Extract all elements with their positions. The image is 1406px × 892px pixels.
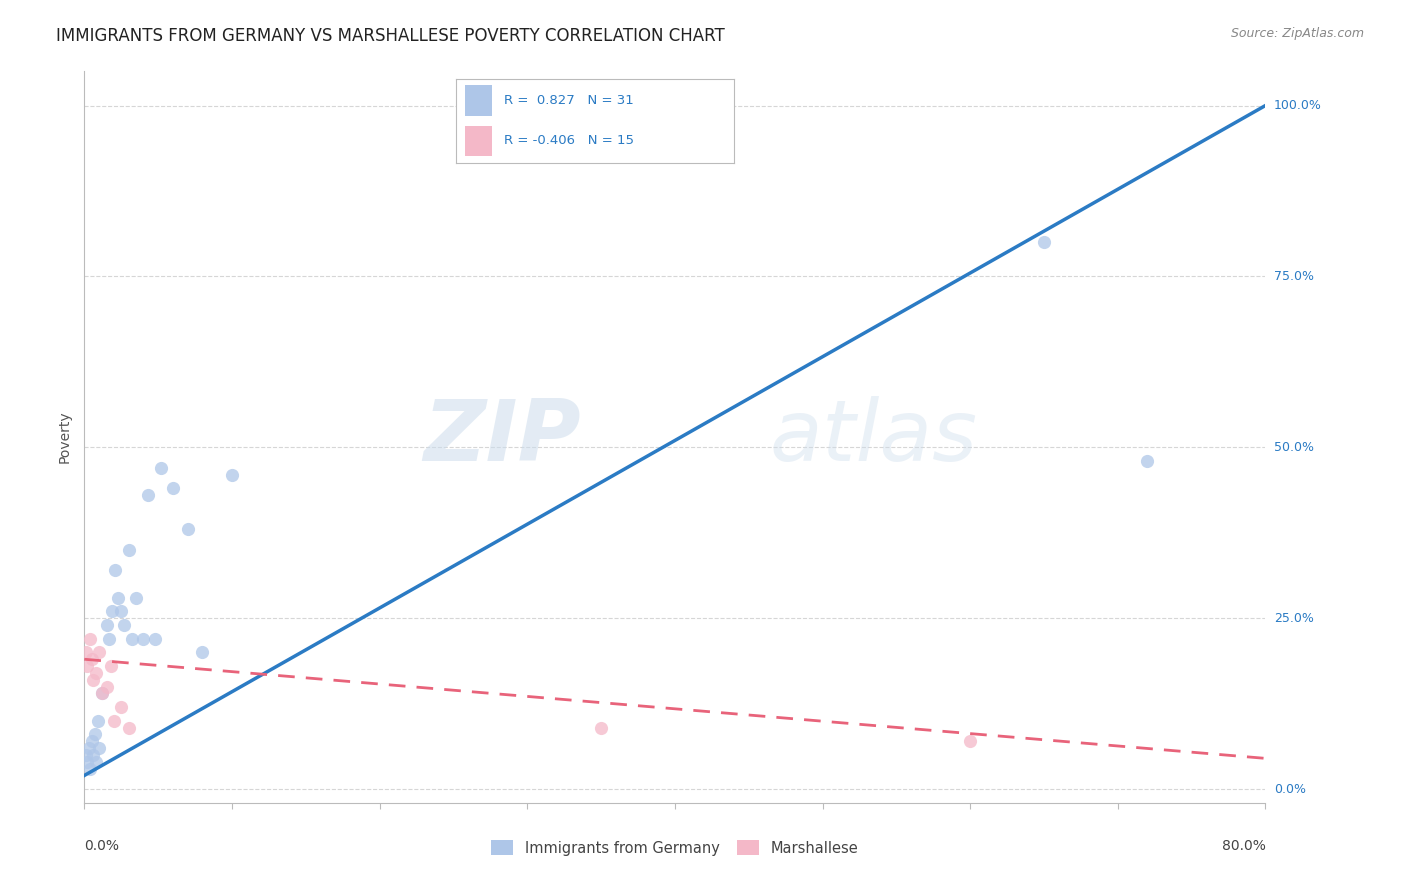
Point — [83, 727, 105, 741]
Point — [79, 762, 101, 776]
Point — [84, 755, 107, 769]
Point — [177, 522, 200, 536]
Point — [82, 747, 104, 762]
Text: 80.0%: 80.0% — [1222, 839, 1265, 854]
Point — [107, 591, 129, 605]
Point — [104, 563, 127, 577]
Text: ZIP: ZIP — [423, 395, 581, 479]
Point — [96, 680, 118, 694]
Point — [132, 632, 155, 646]
Legend: Immigrants from Germany, Marshallese: Immigrants from Germany, Marshallese — [485, 834, 865, 862]
Point — [91, 686, 114, 700]
Text: 0.0%: 0.0% — [1274, 782, 1306, 796]
Point — [86, 714, 108, 728]
Point — [82, 673, 104, 687]
Point — [1033, 235, 1056, 250]
Point — [98, 632, 121, 646]
Point — [110, 700, 132, 714]
Point — [191, 645, 214, 659]
Text: 100.0%: 100.0% — [1274, 99, 1322, 112]
Text: Source: ZipAtlas.com: Source: ZipAtlas.com — [1230, 27, 1364, 40]
Text: atlas: atlas — [769, 395, 977, 479]
Text: 50.0%: 50.0% — [1274, 441, 1313, 454]
Point — [100, 659, 122, 673]
Point — [143, 632, 166, 646]
Point — [125, 591, 148, 605]
Point — [150, 460, 173, 475]
Point — [1136, 454, 1159, 468]
Point — [76, 755, 98, 769]
Point — [80, 734, 103, 748]
Text: 25.0%: 25.0% — [1274, 612, 1313, 624]
Point — [118, 721, 141, 735]
Y-axis label: Poverty: Poverty — [58, 411, 72, 463]
Text: IMMIGRANTS FROM GERMANY VS MARSHALLESE POVERTY CORRELATION CHART: IMMIGRANTS FROM GERMANY VS MARSHALLESE P… — [56, 27, 725, 45]
Point — [103, 714, 125, 728]
Point — [121, 632, 143, 646]
Text: 0.0%: 0.0% — [84, 839, 120, 854]
Point — [79, 632, 101, 646]
Point — [959, 734, 981, 748]
Point — [84, 665, 107, 680]
Text: 75.0%: 75.0% — [1274, 270, 1313, 283]
Point — [76, 659, 98, 673]
Point — [80, 652, 103, 666]
Point — [87, 741, 111, 756]
Point — [112, 618, 135, 632]
Point — [101, 604, 124, 618]
Point — [91, 686, 114, 700]
Point — [221, 467, 243, 482]
Point — [75, 645, 97, 659]
Point — [96, 618, 118, 632]
Point — [110, 604, 132, 618]
Point — [162, 481, 184, 495]
Point — [77, 741, 100, 756]
Point — [136, 488, 159, 502]
Point — [87, 645, 111, 659]
Point — [75, 747, 97, 762]
Point — [118, 542, 141, 557]
Point — [591, 721, 613, 735]
